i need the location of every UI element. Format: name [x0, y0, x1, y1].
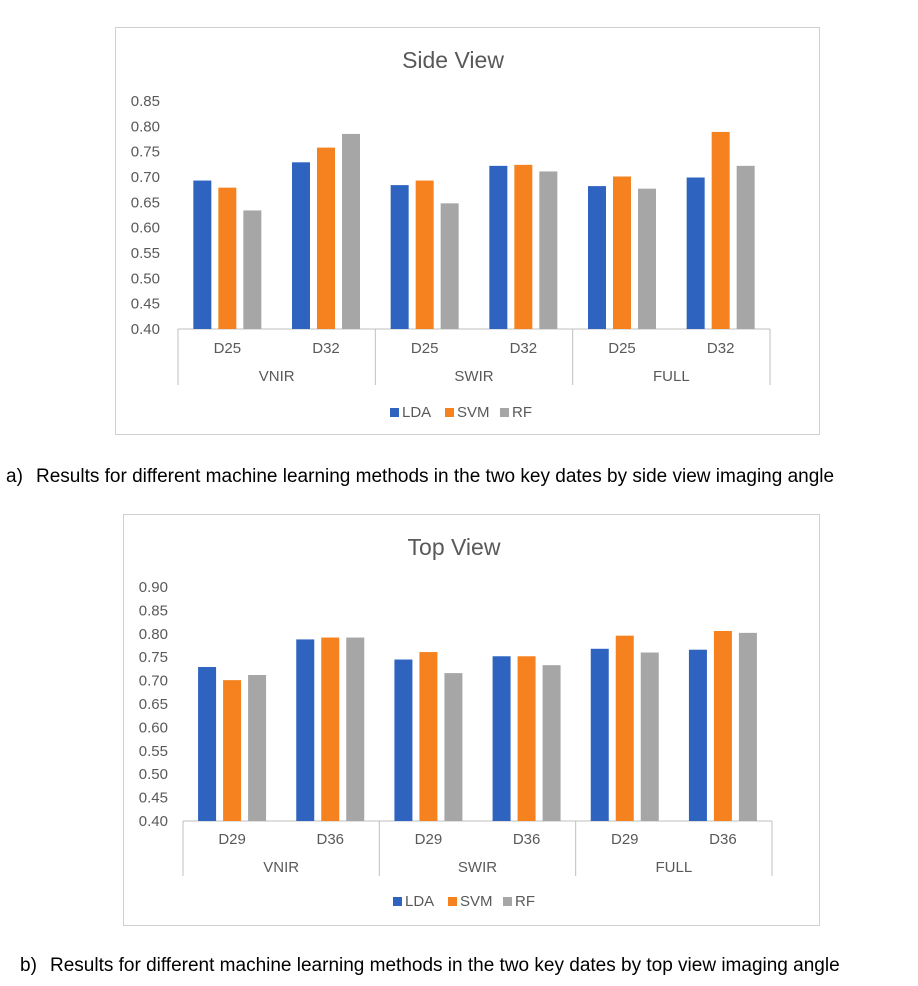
side-ytick-label: 0.75 — [131, 144, 160, 161]
top-bar-lda — [590, 648, 609, 821]
top-legend-swatch-rf — [503, 897, 512, 906]
top-bar-rf — [640, 652, 659, 821]
side-category-label: D32 — [707, 340, 735, 357]
top-bar-lda — [492, 656, 511, 821]
top-bar-lda — [394, 659, 413, 821]
side-legend-swatch-lda — [390, 408, 399, 417]
side-ytick-label: 0.85 — [131, 93, 160, 110]
top-category-label: D36 — [709, 831, 737, 848]
top-ytick-label: 0.90 — [139, 579, 168, 596]
top-ytick-label: 0.60 — [139, 719, 168, 736]
side-legend-label-lda: LDA — [402, 404, 431, 421]
top-ytick-label: 0.55 — [139, 743, 168, 760]
top-legend-label-svm: SVM — [460, 893, 493, 910]
side-group-label: VNIR — [259, 368, 295, 385]
side-ytick-label: 0.80 — [131, 118, 160, 135]
side-bar-rf — [440, 203, 459, 329]
top-view-chart-svg: Top View 0.40 0.45 0.50 0.55 0.60 0.65 0.70 0.75… — [139, 534, 773, 910]
top-group-label: FULL — [655, 859, 692, 876]
top-view-chart: Top View 0.40 0.45 0.50 0.55 0.60 0.65 0.70 0.75… — [123, 514, 820, 926]
side-view-chart-svg: Side View 0.40 0.45 0.50 0.55 0.60 0.65 0.70 0.7… — [131, 47, 771, 421]
side-bar-svm — [317, 147, 335, 329]
side-bar-lda — [686, 177, 705, 329]
side-legend-swatch-svm — [445, 408, 454, 417]
top-bar-svm — [615, 635, 634, 821]
side-bar-rf — [638, 188, 656, 329]
top-bar-lda — [198, 667, 217, 821]
top-ytick-label: 0.40 — [139, 813, 168, 830]
top-category-label: D36 — [316, 831, 344, 848]
side-ytick-label: 0.50 — [131, 270, 160, 287]
top-bar-lda — [688, 649, 707, 821]
side-legend-label-svm: SVM — [457, 404, 490, 421]
top-title: Top View — [408, 534, 501, 560]
side-view-chart: Side View 0.40 0.45 0.50 0.55 0.60 0.65 0.70 0.7… — [115, 27, 820, 435]
top-category-label: D29 — [218, 831, 246, 848]
top-ytick-label: 0.75 — [139, 649, 168, 666]
top-ytick-label: 0.45 — [139, 790, 168, 807]
side-bar-lda — [193, 180, 212, 329]
top-ytick-label: 0.80 — [139, 626, 168, 643]
top-group-label: VNIR — [263, 859, 299, 876]
side-title: Side View — [402, 47, 504, 73]
top-legend-label-lda: LDA — [405, 893, 434, 910]
top-view-caption-text: Results for different machine learning m… — [50, 955, 840, 976]
top-bar-rf — [248, 674, 267, 821]
side-bar-rf — [342, 133, 360, 329]
side-view-caption: a) Results for different machine learning… — [6, 466, 834, 488]
top-bar-rf — [542, 665, 561, 821]
side-group-label: SWIR — [454, 368, 493, 385]
side-bar-svm — [415, 180, 434, 329]
top-bar-svm — [321, 637, 340, 821]
side-bar-lda — [489, 165, 508, 329]
top-ytick-label: 0.50 — [139, 766, 168, 783]
side-category-label: D32 — [510, 340, 538, 357]
side-group-label: FULL — [653, 368, 690, 385]
top-view-caption-label: b) — [20, 955, 37, 976]
side-ytick-label: 0.40 — [131, 321, 160, 338]
side-bar-lda — [588, 186, 606, 329]
top-legend-label-rf: RF — [515, 893, 535, 910]
top-legend-swatch-lda — [393, 897, 402, 906]
top-ytick-label: 0.70 — [139, 673, 168, 690]
side-category-label: D25 — [214, 340, 242, 357]
top-bar-rf — [346, 637, 365, 821]
top-category-label: D36 — [513, 831, 541, 848]
side-legend-swatch-rf — [500, 408, 509, 417]
side-ytick-label: 0.65 — [131, 194, 160, 211]
top-category-label: D29 — [611, 831, 639, 848]
top-bar-svm — [517, 656, 536, 821]
side-legend-label-rf: RF — [512, 404, 532, 421]
side-category-label: D25 — [608, 340, 636, 357]
side-view-caption-text: Results for different machine learning m… — [36, 466, 835, 487]
side-bar-rf — [539, 171, 558, 329]
top-view-caption: b) Results for different machine learning… — [20, 955, 840, 977]
side-bar-rf — [243, 210, 262, 329]
top-legend-swatch-svm — [448, 897, 457, 906]
top-bar-rf — [444, 673, 463, 821]
side-bar-svm — [613, 176, 631, 329]
side-category-label: D32 — [312, 340, 340, 357]
side-view-caption-label: a) — [6, 466, 23, 487]
side-ytick-label: 0.45 — [131, 296, 160, 313]
side-ytick-label: 0.60 — [131, 220, 160, 237]
top-bar-svm — [713, 630, 732, 821]
top-ytick-label: 0.85 — [139, 602, 168, 619]
side-ytick-label: 0.70 — [131, 169, 160, 186]
side-bar-lda — [390, 185, 409, 329]
top-group-label: SWIR — [458, 859, 497, 876]
top-ytick-label: 0.65 — [139, 696, 168, 713]
side-bar-svm — [218, 187, 237, 329]
side-bar-svm — [514, 164, 533, 329]
side-bar-rf — [736, 165, 755, 329]
top-bar-rf — [738, 632, 757, 821]
top-category-label: D29 — [415, 831, 443, 848]
side-category-label: D25 — [411, 340, 439, 357]
side-bar-svm — [711, 131, 730, 329]
top-bar-svm — [223, 680, 242, 821]
side-bar-lda — [292, 162, 310, 329]
top-bar-svm — [419, 652, 438, 821]
side-ytick-label: 0.55 — [131, 245, 160, 262]
top-bar-lda — [296, 639, 315, 821]
